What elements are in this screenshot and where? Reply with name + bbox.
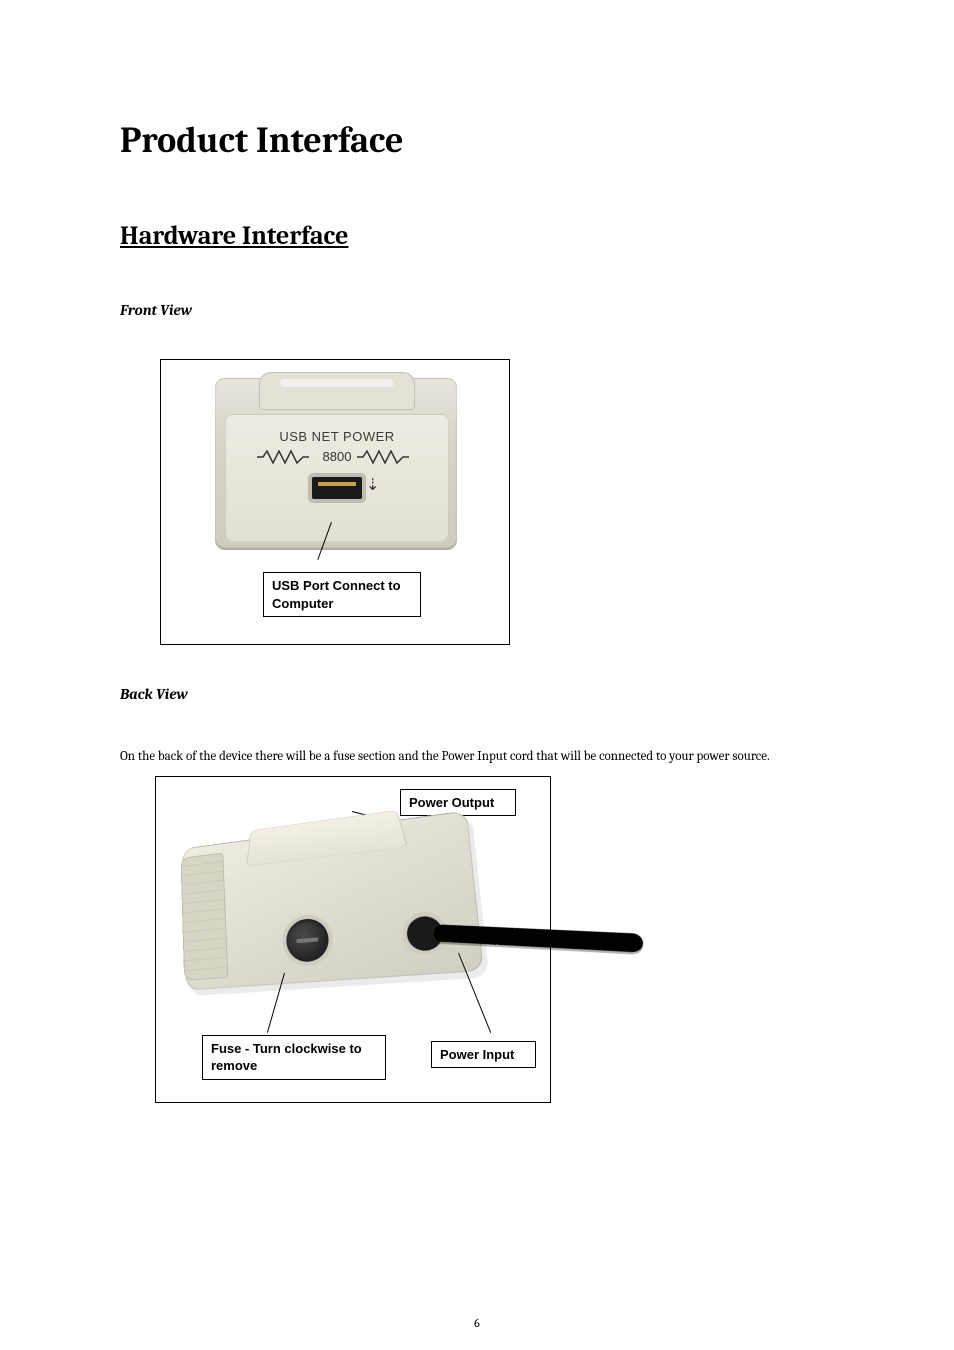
- wave-icon: [257, 450, 317, 464]
- document-page: Product Interface Hardware Interface Fro…: [0, 0, 954, 1350]
- device-brand-label: USB NET POWER: [226, 429, 448, 444]
- callout-fuse: Fuse - Turn clockwise to remove: [202, 1035, 386, 1080]
- callout-power-input: Power Input: [431, 1041, 536, 1069]
- wave-icon: [357, 450, 417, 464]
- device-model-number: 8800: [323, 449, 352, 464]
- callout-usb-port: USB Port Connect to Computer: [263, 572, 421, 617]
- device-socket-rim: [259, 372, 415, 410]
- heading-product-interface: Product Interface: [120, 120, 834, 161]
- device-side-vent: [181, 852, 229, 980]
- heading-front-view: Front View: [120, 301, 834, 319]
- figure-front-view: USB NET POWER 8800 ⇣ USB Port Connect to…: [160, 359, 510, 645]
- device-front-panel: USB NET POWER 8800 ⇣: [225, 414, 449, 542]
- usb-port-icon: [312, 477, 362, 499]
- heading-back-view: Back View: [120, 685, 834, 703]
- figure-back-view: Power Output Fuse - Turn clockwise to re…: [155, 776, 551, 1103]
- device-front-body: USB NET POWER 8800 ⇣: [215, 378, 457, 550]
- usb-arrow-icon: ⇣: [366, 475, 379, 494]
- device-back-body: [182, 810, 484, 990]
- heading-hardware-interface: Hardware Interface: [120, 221, 834, 251]
- paragraph-back-description: On the back of the device there will be …: [120, 743, 834, 772]
- page-number: 6: [0, 1316, 954, 1330]
- device-model-row: 8800: [238, 449, 436, 464]
